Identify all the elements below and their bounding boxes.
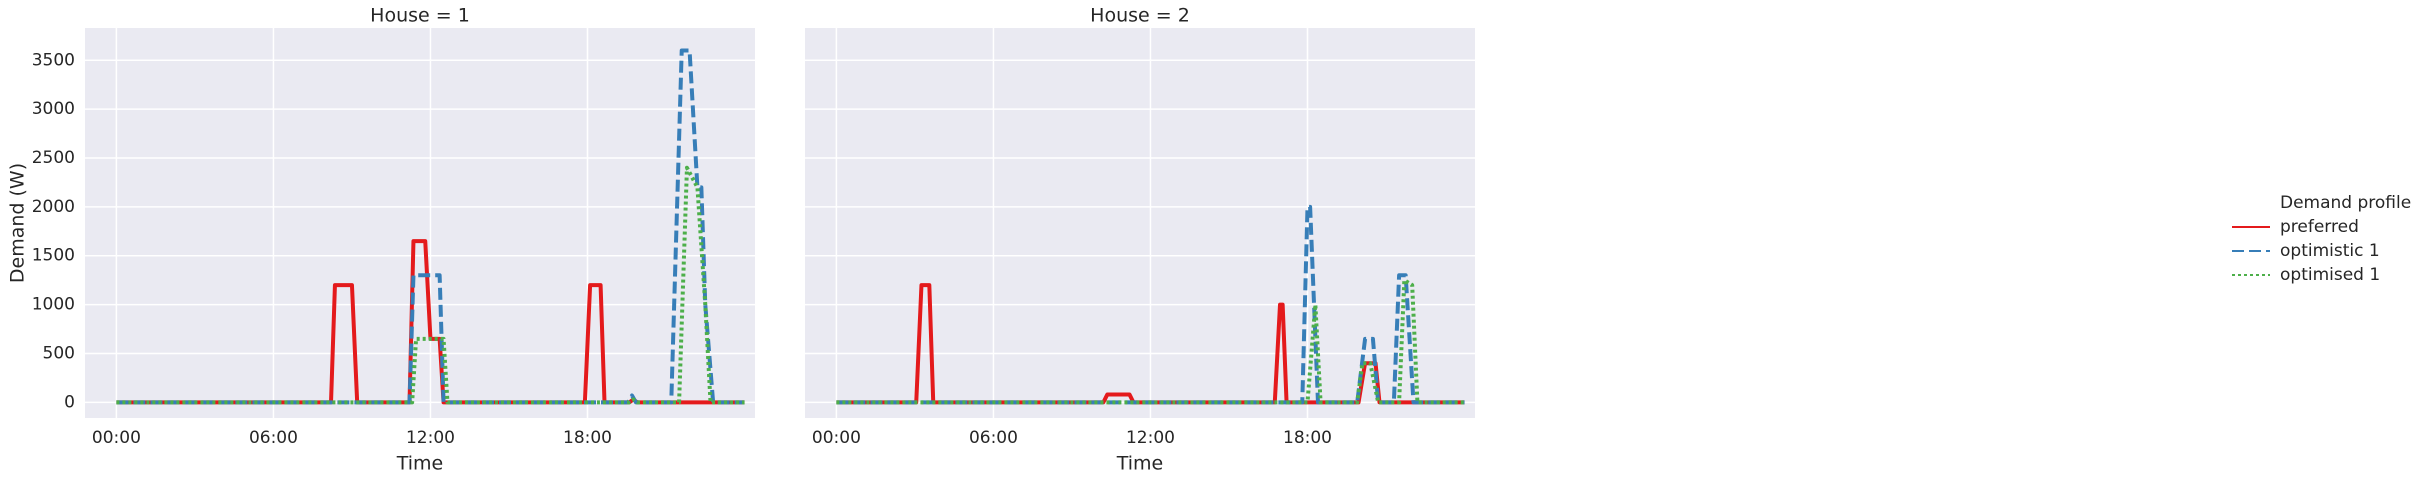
y-tick-label: 0: [64, 392, 75, 412]
y-tick-label: 3000: [32, 99, 75, 119]
x-axis-label: Time: [396, 453, 444, 475]
y-tick-label: 1500: [32, 246, 75, 266]
y-tick-label: 2500: [32, 148, 75, 168]
x-axis-label: Time: [1116, 453, 1164, 475]
x-tick-label: 18:00: [1283, 428, 1332, 448]
series-line: [116, 48, 745, 405]
legend-label: optimised 1: [2280, 265, 2380, 285]
y-tick-label: 3500: [32, 50, 75, 70]
x-tick-label: 06:00: [969, 428, 1018, 448]
x-tick-label: 12:00: [1126, 428, 1175, 448]
panel-title: House = 1: [370, 5, 470, 27]
y-axis-label: Demand (W): [7, 163, 29, 283]
x-tick-label: 00:00: [92, 428, 141, 448]
series-line: [116, 165, 745, 405]
y-tick-label: 500: [43, 343, 75, 363]
legend-title: Demand profile: [2280, 193, 2411, 213]
series-line: [836, 204, 1465, 405]
legend-label: preferred: [2280, 217, 2359, 237]
x-tick-label: 00:00: [812, 428, 861, 448]
y-tick-label: 2000: [32, 197, 75, 217]
x-tick-label: 06:00: [249, 428, 298, 448]
series-line: [836, 278, 1465, 405]
x-tick-label: 18:00: [563, 428, 612, 448]
legend-label: optimistic 1: [2280, 241, 2380, 261]
plot-area: [85, 28, 755, 418]
y-tick-label: 1000: [32, 295, 75, 315]
panel-title: House = 2: [1090, 5, 1190, 27]
x-tick-label: 12:00: [406, 428, 455, 448]
